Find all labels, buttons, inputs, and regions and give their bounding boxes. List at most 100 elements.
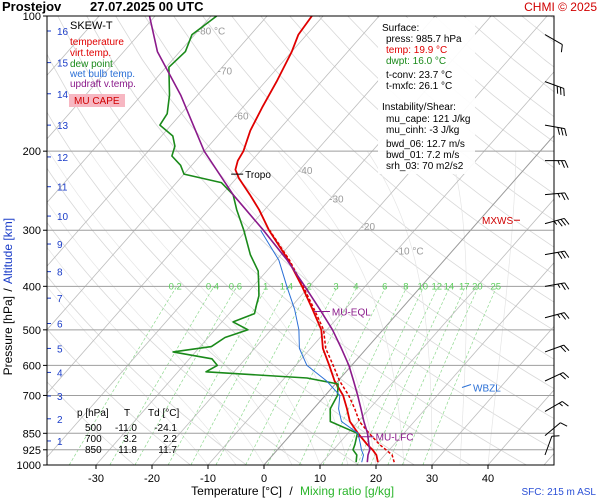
pressure-tick-label: 400: [23, 281, 41, 293]
wind-barb-flag: [551, 435, 560, 437]
instability-title: Instability/Shear:: [382, 102, 456, 113]
altitude-tick-label: 1: [57, 437, 63, 448]
isotherm-label: -70: [218, 67, 233, 78]
x-tick-label: -20: [144, 473, 160, 485]
isotherm-label: -20: [361, 222, 376, 233]
wind-barb-flag: [561, 160, 565, 168]
wind-barb-flag: [563, 218, 570, 225]
tropopause-label: Tropo: [245, 170, 271, 181]
mixing-ratio-label: 0.6: [229, 282, 242, 293]
wind-barb-staff: [544, 436, 553, 456]
x-tick-label: 20: [370, 473, 382, 485]
table-header-p: p [hPa]: [77, 408, 109, 419]
altitude-tick-label: 7: [57, 294, 63, 305]
wind-barb-half: [553, 220, 558, 225]
mixing-ratio-label: 2: [307, 282, 312, 293]
mu-eql-label: MU-EQL: [332, 307, 371, 318]
altitude-tick-label: 11: [57, 183, 68, 194]
surface-tmxfc: t-mxfc: 26.1 °C: [386, 81, 452, 92]
wet-bulb-series: [260, 229, 364, 463]
surface-info-box: Surface: press: 985.7 hPa temp: 19.9 °C …: [378, 18, 475, 174]
wind-barb: [545, 160, 569, 168]
y-axis-title-pressure: Pressure [hPa]: [1, 296, 15, 375]
wind-barb-flag: [557, 252, 563, 260]
isotherm-line: [431, 325, 554, 465]
x-tick-label: 40: [482, 473, 494, 485]
pressure-tick-label: 600: [23, 360, 41, 372]
shear-bwd06: bwd_06: 12.7 m/s: [386, 139, 465, 150]
isotherm-line: [47, 16, 380, 395]
dry-adiabat-line: [202, 16, 554, 331]
dry-adiabat-line: [289, 16, 554, 248]
datetime-label: 27.07.2025 00 UTC: [90, 0, 204, 14]
wind-barb-flag: [564, 192, 569, 200]
mu-lfc-label: MU-LFC: [376, 433, 414, 444]
dry-adiabat-line: [318, 16, 554, 221]
x-tick-label: 30: [426, 473, 438, 485]
wind-barb-flag: [563, 344, 570, 351]
shear-srh03: srh_03: 70 m2/s2: [386, 161, 464, 172]
altitude-tick-label: 6: [57, 319, 63, 330]
mxws-label: MXWS: [482, 216, 513, 227]
dew-point-series: [159, 16, 359, 463]
isotherm-label: -40: [298, 166, 313, 177]
dry-adiabat-line: [115, 16, 554, 420]
isotherm-label: -10 °C: [395, 247, 423, 258]
chart-title: SKEW-T: [70, 20, 113, 32]
legend: SKEW-T temperature virt.temp. dew point …: [69, 20, 136, 107]
wind-barb-flag: [562, 372, 570, 378]
mixing-ratio-label: 0.4: [206, 282, 219, 293]
wind-barb-flag: [560, 44, 563, 53]
legend-item-updraft: updraft v.temp.: [70, 79, 136, 90]
table-cell: 3.2: [123, 434, 137, 445]
table-cell: 2.2: [163, 434, 177, 445]
surface-press: press: 985.7 hPa: [386, 34, 462, 45]
pressure-tick-label: 850: [23, 428, 41, 440]
isotherm-label: -80 °C: [197, 27, 225, 38]
altitude-tick-label: 10: [57, 212, 69, 223]
mixing-ratio-label: 4: [353, 282, 358, 293]
wind-barb-half: [557, 160, 560, 165]
wind-barb-flag: [560, 251, 566, 259]
level-table: p [hPa] T Td [°C] 500 -11.0 -24.1 700 3.…: [77, 408, 179, 456]
table-cell: 500: [85, 423, 102, 434]
wind-barb-flag: [560, 422, 568, 427]
wind-barb-flag: [560, 127, 564, 136]
mixing-ratio-label: 6: [382, 282, 387, 293]
wind-barb-flag: [560, 87, 562, 95]
altitude-tick-label: 4: [57, 368, 63, 379]
legend-item-virt-temp: virt.temp.: [70, 48, 111, 59]
dry-adiabat-line: [260, 16, 554, 275]
wind-barb-half: [557, 193, 561, 198]
isotherm-line: [47, 16, 436, 458]
wind-barb-flag: [560, 283, 566, 291]
surface-temp: temp: 19.9 °C: [386, 45, 447, 56]
isotherm-line: [263, 134, 554, 465]
wind-barb: [544, 192, 569, 201]
mixing-ratio-label: 8: [403, 282, 408, 293]
mixing-ratio-label: 1.4: [280, 282, 293, 293]
mu-cape-label: MU CAPE: [74, 96, 120, 107]
pressure-tick-label: 300: [23, 225, 41, 237]
x-tick-label: -30: [88, 473, 104, 485]
y-axis-title-sep: /: [1, 288, 15, 292]
wind-barb-half: [557, 314, 561, 319]
mixing-ratio-label: 0.2: [169, 282, 182, 293]
isotherm-line: [47, 16, 324, 331]
mu-cape-badge: [69, 94, 125, 107]
surface-title: Surface:: [382, 23, 419, 34]
wbzl-label: WBZL: [473, 383, 501, 394]
mixing-ratio-label: 10: [417, 282, 428, 293]
x-tick-label: -10: [200, 473, 216, 485]
wind-barb-flag: [560, 193, 566, 201]
x-axis-title-temp: Temperature [°C]: [191, 484, 282, 498]
plot-frame: [46, 15, 555, 466]
x-axis-title-sep: /: [289, 484, 293, 498]
wind-barb-flag: [557, 219, 563, 227]
x-tick-label: 10: [314, 473, 326, 485]
mixing-ratio-label: 17: [459, 282, 470, 293]
virtual-temperature-series: [268, 229, 395, 463]
wind-barb-flag: [560, 345, 567, 353]
table-cell: 850: [85, 445, 102, 456]
